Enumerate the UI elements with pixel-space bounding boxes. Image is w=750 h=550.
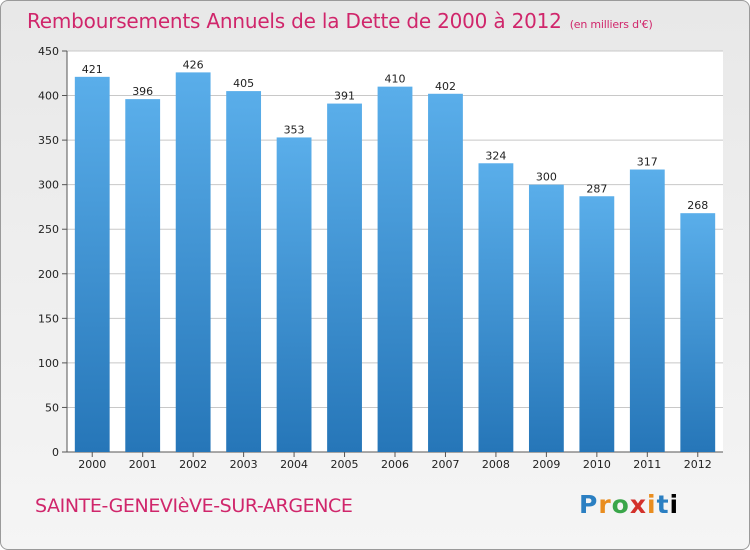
bar-value-label: 324 (485, 149, 506, 162)
bar-value-label: 268 (687, 199, 708, 212)
bar-value-label: 317 (637, 156, 658, 169)
bar-value-label: 426 (183, 58, 204, 71)
bar (528, 184, 564, 452)
bar-value-label: 410 (385, 73, 406, 86)
x-tick-label: 2012 (684, 458, 712, 471)
x-tick-label: 2008 (482, 458, 510, 471)
bar (175, 72, 211, 453)
chart-subtitle: (en milliers d'€) (569, 18, 653, 31)
y-tick-label: 350 (38, 134, 59, 147)
bar (428, 93, 463, 453)
bar-value-label: 287 (586, 182, 607, 195)
commune-name: SAINTE-GENEVIèVE-SUR-ARGENCE (35, 495, 353, 517)
bar (579, 196, 615, 452)
y-tick-label: 150 (38, 312, 59, 325)
bar (629, 169, 665, 453)
bar (226, 91, 262, 452)
logo-letter: i (669, 490, 680, 519)
x-tick-label: 2010 (583, 458, 611, 471)
bar (276, 137, 312, 452)
x-tick-label: 2009 (532, 458, 560, 471)
bar (74, 76, 110, 452)
bar (125, 99, 161, 453)
bar-value-label: 391 (334, 90, 355, 103)
x-tick-label: 2004 (280, 458, 308, 471)
x-tick-label: 2007 (431, 458, 459, 471)
logo-letter: r (598, 490, 612, 519)
x-tick-label: 2005 (331, 458, 359, 471)
chart-title-text: Remboursements Annuels de la Dette de 20… (27, 9, 562, 33)
y-tick-label: 0 (52, 446, 59, 459)
x-tick-label: 2000 (78, 458, 106, 471)
bar-value-label: 405 (233, 77, 254, 90)
y-tick-label: 200 (38, 268, 59, 281)
y-tick-label: 50 (45, 401, 59, 414)
bar (478, 163, 514, 452)
bar-value-label: 396 (132, 85, 153, 98)
logo-letter: i (647, 490, 657, 519)
bar-value-label: 353 (284, 123, 305, 136)
logo-letter: o (611, 490, 630, 519)
logo-letter: x (629, 490, 647, 519)
bar-value-label: 402 (435, 80, 456, 93)
x-tick-label: 2003 (230, 458, 258, 471)
y-tick-label: 300 (38, 179, 59, 192)
logo-letter: t (656, 490, 670, 519)
y-tick-label: 450 (38, 45, 59, 58)
x-tick-label: 2011 (633, 458, 661, 471)
x-tick-label: 2002 (179, 458, 207, 471)
x-tick-label: 2006 (381, 458, 409, 471)
bar (377, 86, 413, 453)
bar (680, 213, 716, 452)
x-tick-label: 2001 (129, 458, 157, 471)
bar-value-label: 421 (82, 63, 103, 76)
proxiti-logo: Proxiti (579, 490, 679, 519)
y-tick-label: 400 (38, 90, 59, 103)
y-tick-label: 100 (38, 357, 59, 370)
bar-value-label: 300 (536, 171, 557, 184)
y-tick-label: 250 (38, 223, 59, 236)
logo-letter: P (579, 490, 599, 519)
chart-title: Remboursements Annuels de la Dette de 20… (27, 9, 653, 33)
bar (327, 103, 362, 452)
